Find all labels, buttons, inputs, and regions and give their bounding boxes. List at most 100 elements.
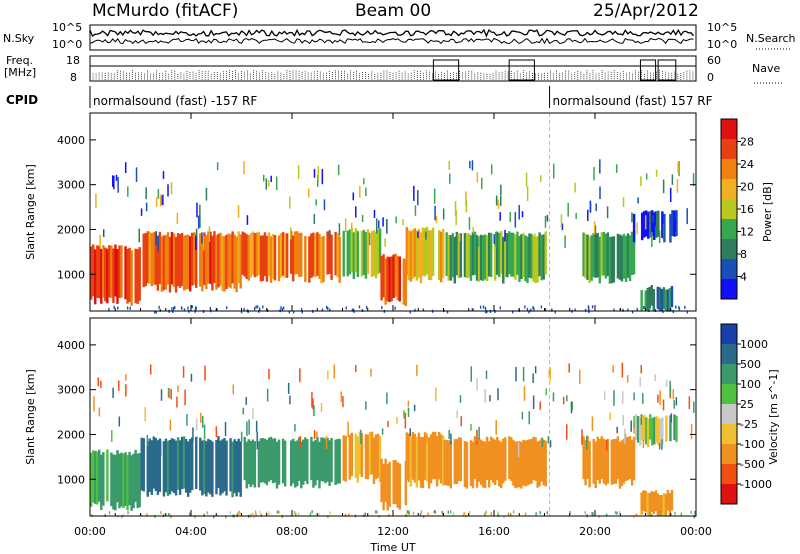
echo-cell xyxy=(142,233,145,288)
scatter-echo xyxy=(561,223,564,230)
near-range-echo xyxy=(293,511,296,515)
scatter-echo xyxy=(677,162,679,173)
scatter-echo xyxy=(306,440,308,453)
echo-cell xyxy=(404,259,408,307)
scatter-echo xyxy=(560,214,563,228)
echo-cell xyxy=(586,436,589,479)
echo-cell xyxy=(221,439,224,494)
scatter-echo xyxy=(552,163,555,179)
echo-cell xyxy=(520,234,523,280)
scatter-echo xyxy=(167,184,169,197)
echo-cell xyxy=(229,438,232,492)
echo-cell xyxy=(528,439,531,485)
echo-cell xyxy=(600,232,603,276)
scatter-echo xyxy=(655,169,658,177)
echo-cell xyxy=(326,231,329,275)
colorbar-segment xyxy=(721,159,737,180)
scatter-echo xyxy=(146,434,149,447)
echo-cell xyxy=(362,229,366,276)
near-range-echo xyxy=(614,511,617,515)
echo-cell xyxy=(320,437,323,482)
near-range-echo xyxy=(173,306,175,310)
echo-cell xyxy=(649,211,652,238)
echo-cell xyxy=(526,236,529,284)
velocity-y-axis-label: Slant Range [km] xyxy=(24,369,37,465)
scatter-echo xyxy=(160,195,163,206)
echo-cell xyxy=(656,286,660,309)
scatter-echo xyxy=(368,232,371,246)
scatter-echo xyxy=(469,160,471,169)
echo-cell xyxy=(336,438,339,484)
near-range-echo xyxy=(490,512,492,516)
scatter-echo xyxy=(690,423,693,440)
near-range-echo xyxy=(229,511,231,515)
echo-cell xyxy=(205,441,208,497)
scatter-echo xyxy=(190,373,193,382)
scatter-echo xyxy=(661,439,663,450)
echo-cell xyxy=(308,236,311,283)
echo-cell xyxy=(477,437,481,483)
echo-cell xyxy=(312,441,315,488)
near-range-echo xyxy=(591,512,593,516)
noise-right-tick-bottom: 10^0 xyxy=(707,38,737,51)
echo-cell xyxy=(376,433,380,478)
near-range-echo xyxy=(406,513,408,517)
echo-cell xyxy=(132,453,135,509)
echo-cell xyxy=(94,451,97,504)
noise-right-label: N.Search xyxy=(746,32,796,45)
near-range-echo xyxy=(427,512,429,516)
echo-cell xyxy=(427,230,431,280)
near-range-echo xyxy=(661,307,663,311)
scatter-echo xyxy=(287,382,290,395)
scatter-echo xyxy=(567,202,569,217)
scatter-echo xyxy=(176,396,178,408)
scatter-echo xyxy=(514,212,517,228)
x-tick-label: 08:00 xyxy=(276,525,308,538)
echo-cell xyxy=(124,452,127,507)
echo-cell xyxy=(394,460,397,505)
echo-cell xyxy=(370,431,374,475)
nave-label: Nave xyxy=(752,62,780,75)
echo-cell xyxy=(620,440,624,487)
echo-cell xyxy=(344,435,347,482)
near-range-echo xyxy=(530,308,532,312)
echo-cell xyxy=(489,232,493,278)
scatter-echo xyxy=(195,236,197,250)
near-range-echo xyxy=(255,305,257,309)
near-range-echo xyxy=(108,307,110,311)
near-range-echo xyxy=(524,512,527,516)
near-range-echo xyxy=(259,307,261,311)
echo-cell xyxy=(152,436,156,489)
echo-cell xyxy=(465,233,469,279)
nave-block xyxy=(432,59,460,81)
scatter-echo xyxy=(477,237,480,247)
echo-cell xyxy=(506,233,509,278)
echo-cell xyxy=(522,232,525,278)
scatter-echo xyxy=(484,388,486,403)
echo-cell xyxy=(326,437,329,482)
near-range-echo xyxy=(169,513,171,517)
echo-cell xyxy=(445,439,448,486)
scatter-echo xyxy=(497,388,499,401)
echo-cell xyxy=(263,438,267,484)
echo-cell xyxy=(481,235,485,281)
echo-cell xyxy=(186,441,190,497)
near-range-echo xyxy=(158,305,160,309)
echo-cell xyxy=(334,231,337,276)
echo-cell xyxy=(584,233,587,279)
echo-cell xyxy=(90,246,93,300)
echo-cell xyxy=(374,434,378,480)
scatter-echo xyxy=(255,420,258,433)
echo-cell xyxy=(154,232,158,285)
near-range-echo xyxy=(605,513,608,517)
colorbar-tick-label: 100 xyxy=(740,378,761,391)
echo-cell xyxy=(453,236,457,284)
echo-cell xyxy=(352,232,356,280)
near-range-echo xyxy=(406,510,409,514)
echo-cell xyxy=(237,438,240,493)
echo-cell xyxy=(655,211,658,238)
echo-cell xyxy=(443,439,446,486)
echo-cell xyxy=(251,231,255,275)
scatter-echo xyxy=(252,408,254,419)
velocity-panel: 1000 2000 3000 4000 00:00 04:00 08:00 12:00 16:… xyxy=(24,317,780,538)
